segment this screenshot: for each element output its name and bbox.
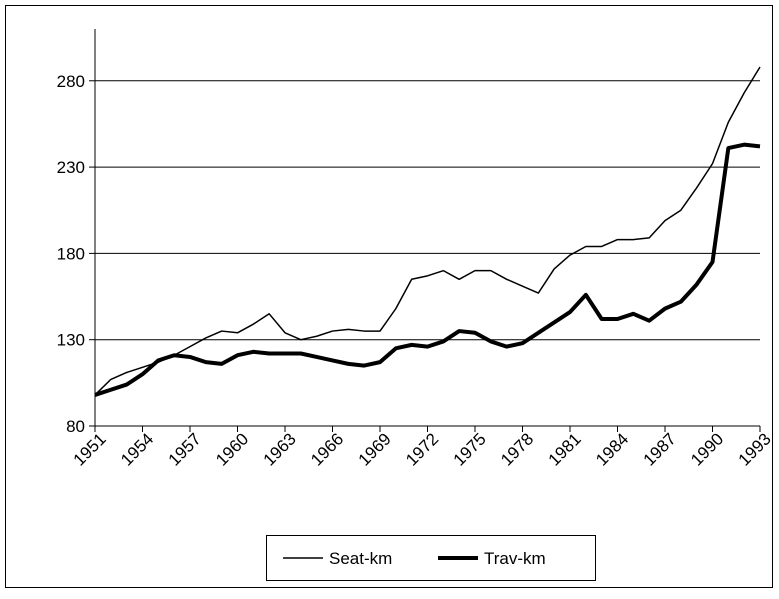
legend-label: Seat-km <box>329 549 392 568</box>
series-line <box>94 142 761 397</box>
chart-border <box>5 5 773 588</box>
y-tick-label: 280 <box>57 72 85 91</box>
y-tick-label: 180 <box>57 244 85 263</box>
y-tick-label: 230 <box>57 158 85 177</box>
legend: Seat-km Trav-km <box>266 535 596 581</box>
y-tick-label: 130 <box>57 331 85 350</box>
legend-label: Trav-km <box>484 549 546 568</box>
series-line <box>94 66 761 396</box>
y-tick-label: 80 <box>66 417 85 436</box>
